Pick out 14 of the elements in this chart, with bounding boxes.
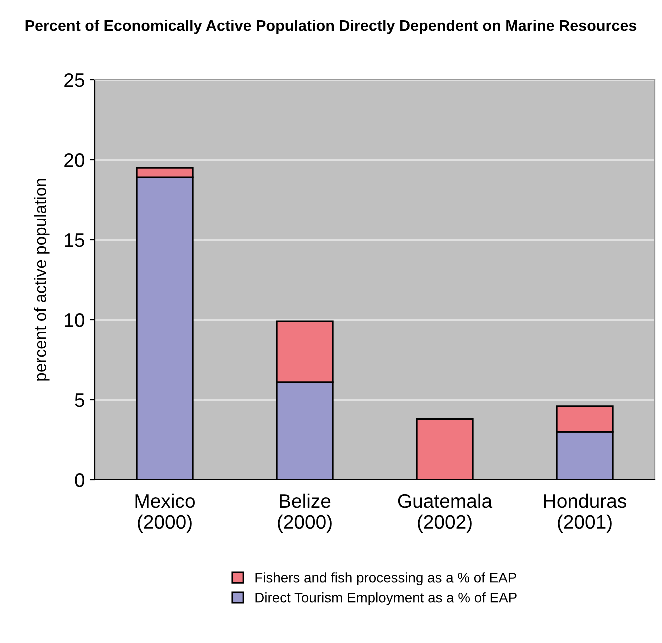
x-tick-label: Mexico (2000) xyxy=(136,494,195,533)
legend-label: Direct Tourism Employment as a % of EAP xyxy=(256,592,517,606)
y-tick-label: 10 xyxy=(65,313,85,328)
chart-title: Percent of Economically Active Population Directly Dependent on Marine Resources xyxy=(26,20,637,34)
legend-label: Fishers and fish processing as a % of EAP xyxy=(256,572,516,586)
y-axis-title: percent of active population xyxy=(34,179,50,381)
y-tick-label: 5 xyxy=(75,394,84,408)
y-tick-label: 25 xyxy=(64,73,84,88)
x-tick-label: Honduras (2001) xyxy=(544,494,626,533)
y-tick-label: 15 xyxy=(65,234,84,248)
y-tick-label: 0 xyxy=(75,473,85,488)
x-tick-label: Guatemala (2002) xyxy=(398,494,493,533)
y-tick-label: 20 xyxy=(64,153,85,168)
x-tick-label: Belize (2000) xyxy=(278,494,332,533)
